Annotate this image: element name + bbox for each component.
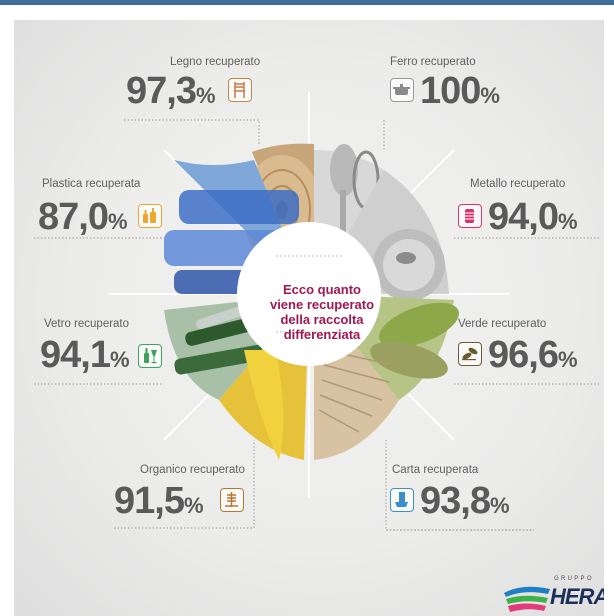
material-wheel <box>34 92 599 531</box>
value-verde: 96,6% <box>488 334 578 377</box>
label-organico: Organico recuperato <box>140 464 245 476</box>
logo-group-text: GRUPPO <box>554 576 594 582</box>
value-vetro-unit: % <box>109 347 130 372</box>
chair-icon <box>228 78 252 102</box>
value-legno-unit: % <box>195 83 216 108</box>
infographic-panel: Ecco quanto viene recuperato della racco… <box>14 20 604 616</box>
value-metallo-unit: % <box>557 209 578 234</box>
value-plastica: 87,0% <box>38 196 128 239</box>
hera-logo-mark <box>504 586 550 612</box>
label-metallo: Metallo recuperato <box>470 178 566 190</box>
value-plastica-unit: % <box>107 209 128 234</box>
value-ferro-number: 100 <box>420 70 481 112</box>
value-verde-unit: % <box>557 347 578 372</box>
label-legno: Legno recuperato <box>170 56 261 68</box>
value-legno: 97,3% <box>126 70 216 113</box>
glass-bottle-icon <box>138 344 162 368</box>
label-carta: Carta recuperata <box>392 464 479 476</box>
label-ferro: Ferro recuperato <box>390 56 476 68</box>
value-verde-number: 96,6 <box>488 334 559 376</box>
pot-icon <box>390 78 414 102</box>
label-plastica: Plastica recuperata <box>42 178 141 190</box>
leaves-icon <box>458 342 482 366</box>
value-vetro: 94,1% <box>40 334 130 377</box>
value-ferro: 100% <box>420 70 500 113</box>
value-carta: 93,8% <box>420 480 510 523</box>
value-carta-unit: % <box>489 493 510 518</box>
value-metallo-number: 94,0 <box>488 196 559 238</box>
center-caption: Ecco quanto viene recuperato della racco… <box>269 282 375 342</box>
bottles-icon <box>138 204 162 228</box>
value-organico: 91,5% <box>114 480 204 523</box>
value-legno-number: 97,3 <box>126 70 197 112</box>
label-verde: Verde recuperato <box>458 318 547 330</box>
value-metallo: 94,0% <box>488 196 578 239</box>
logo-name-text: HERA <box>550 584 604 609</box>
can-icon <box>458 204 482 228</box>
paper-icon <box>390 488 414 512</box>
leader-lines <box>34 119 599 531</box>
label-vetro: Vetro recuperato <box>44 318 130 330</box>
value-organico-unit: % <box>183 493 204 518</box>
value-vetro-number: 94,1 <box>40 334 111 376</box>
fishbone-icon <box>220 488 244 512</box>
top-bar <box>0 0 614 5</box>
center-circle <box>237 222 381 366</box>
value-ferro-unit: % <box>480 83 500 108</box>
value-plastica-number: 87,0 <box>38 196 109 238</box>
value-carta-number: 93,8 <box>420 480 491 522</box>
value-organico-number: 91,5 <box>114 480 185 522</box>
